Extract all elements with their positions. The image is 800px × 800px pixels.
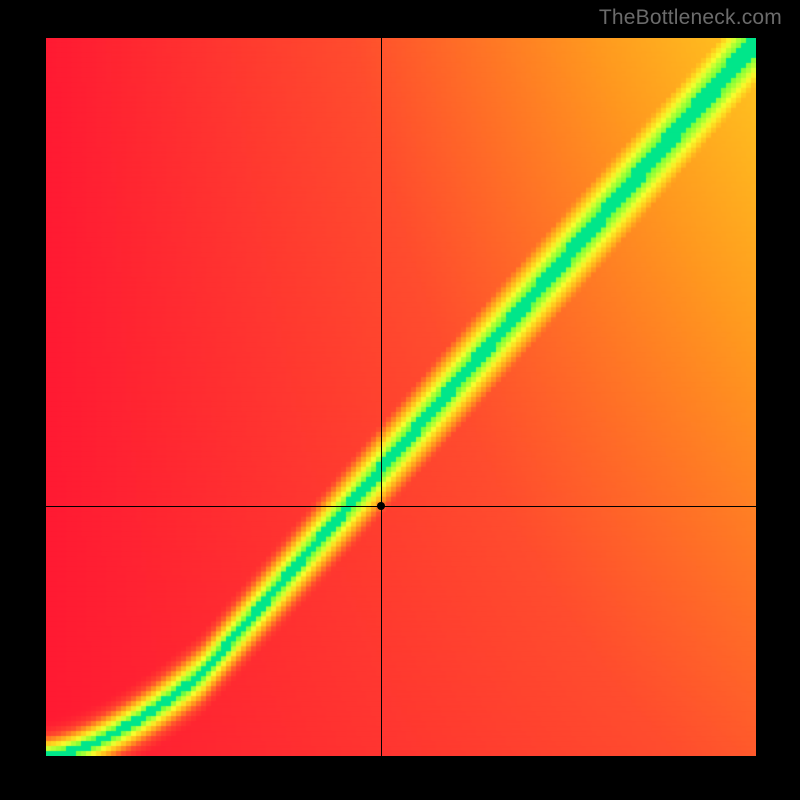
watermark-text: TheBottleneck.com <box>599 6 782 30</box>
plot-area <box>46 38 756 756</box>
crosshair-horizontal <box>46 506 756 507</box>
crosshair-vertical <box>381 38 382 756</box>
stage: TheBottleneck.com <box>0 0 800 800</box>
heatmap-canvas <box>46 38 756 756</box>
